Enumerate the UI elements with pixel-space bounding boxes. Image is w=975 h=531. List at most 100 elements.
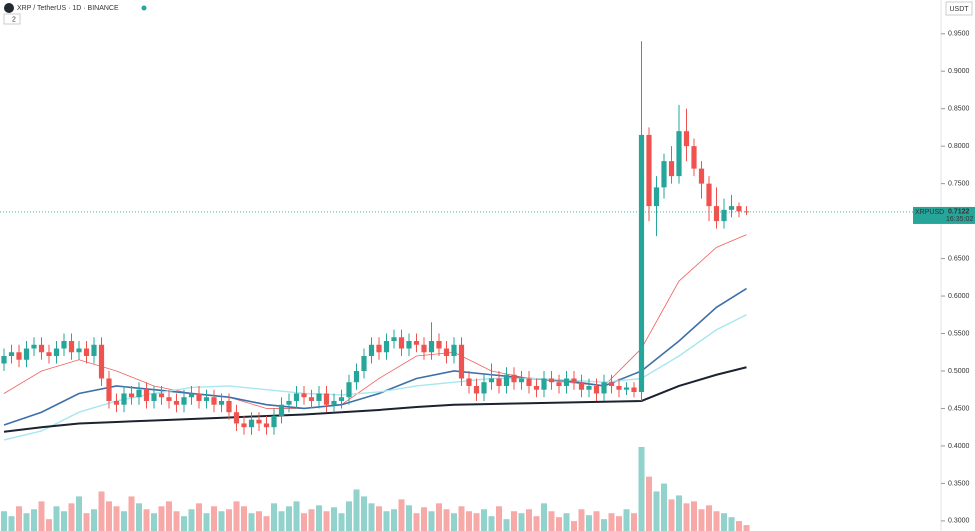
- volume-bar: [308, 509, 315, 531]
- volume-bar: [406, 505, 412, 531]
- volume-bar: [653, 491, 660, 531]
- candle-body: [98, 344, 105, 379]
- candle-body: [533, 385, 540, 390]
- candle-body: [308, 397, 315, 401]
- candle-body: [728, 206, 735, 210]
- candle-body: [158, 393, 165, 398]
- volume-bar: [158, 506, 165, 531]
- volume-bar: [728, 517, 735, 531]
- candle-body: [721, 209, 727, 222]
- candle-body: [631, 387, 637, 392]
- candle-body: [1, 355, 7, 364]
- candle-body: [706, 183, 712, 207]
- volume-bar: [361, 496, 367, 531]
- candle-body: [526, 378, 532, 386]
- volume-bar: [631, 513, 637, 531]
- candle-body: [586, 385, 592, 390]
- candle-body: [91, 344, 97, 356]
- volume-bar: [53, 506, 60, 531]
- y-tick-label: 0.4000: [948, 443, 970, 450]
- volume-bar: [451, 513, 457, 531]
- last-price: 0.7122: [948, 208, 970, 215]
- candle-body: [428, 341, 435, 353]
- candle-body: [466, 378, 472, 386]
- y-tick-label: 0.4500: [948, 405, 970, 412]
- volume-bar: [61, 511, 67, 531]
- candle-body: [698, 168, 705, 184]
- volume-bar: [46, 519, 52, 531]
- volume-bar: [38, 501, 45, 531]
- volume-bar: [398, 499, 405, 531]
- volume-bar: [196, 503, 202, 531]
- volume-bar: [76, 496, 82, 531]
- countdown: 16:35:02: [946, 216, 973, 223]
- candle-body: [691, 146, 697, 169]
- volume-bar: [166, 501, 172, 531]
- volume-bar: [323, 511, 330, 531]
- candle-body: [278, 404, 285, 416]
- candle-body: [653, 187, 660, 207]
- volume-bar: [706, 505, 712, 531]
- volume-bar: [331, 507, 337, 531]
- volume-bar: [593, 511, 600, 531]
- volume-bar: [503, 519, 510, 531]
- candle-body: [166, 397, 172, 401]
- candle-body: [233, 412, 240, 424]
- status-dot: [141, 5, 147, 11]
- candle-body: [383, 341, 390, 353]
- volume-bar: [623, 509, 630, 531]
- currency-button[interactable]: [945, 1, 973, 16]
- volume-bar: [391, 509, 397, 531]
- candle-body: [736, 206, 742, 212]
- candle-body: [128, 393, 135, 398]
- y-tick-label: 0.5500: [948, 330, 970, 337]
- candle-body: [38, 344, 45, 353]
- candle-body: [293, 393, 300, 401]
- volume-bar: [533, 516, 540, 531]
- candle-body: [256, 419, 262, 424]
- volume-bar: [698, 509, 705, 531]
- volume-bar: [721, 513, 727, 531]
- candle-body: [106, 378, 112, 401]
- candle-body: [511, 374, 517, 383]
- volume-bar: [413, 513, 420, 531]
- volume-bar: [683, 503, 690, 531]
- volume-bar: [241, 506, 247, 531]
- volume-bar: [691, 501, 697, 531]
- moving-average: [3, 314, 747, 441]
- candle-body: [143, 389, 150, 401]
- candle-body: [113, 400, 120, 405]
- candle-body: [53, 348, 60, 356]
- candle-body: [601, 382, 607, 394]
- volume-bar: [466, 511, 472, 531]
- candle-body: [556, 382, 562, 386]
- volume-bar: [128, 496, 135, 531]
- volume-bar: [68, 503, 75, 531]
- last-price-box: [913, 206, 944, 224]
- volume-bar: [8, 516, 15, 531]
- volume-bar: [578, 509, 585, 531]
- candle-body: [316, 393, 322, 401]
- indicator-toggle[interactable]: [3, 13, 21, 25]
- candle-body: [571, 378, 577, 383]
- volume-bar: [203, 513, 210, 531]
- volume-bar: [98, 491, 105, 531]
- y-tick-label: 0.3500: [948, 480, 970, 487]
- candle-body: [391, 337, 397, 342]
- candle-body: [668, 161, 675, 177]
- candle-body: [743, 211, 750, 213]
- candle-body: [263, 423, 270, 428]
- y-tick-label: 0.6500: [948, 255, 970, 262]
- candle-body: [518, 378, 525, 383]
- volume-bar: [301, 513, 307, 531]
- volume-bar: [293, 501, 300, 531]
- candle-body: [23, 348, 30, 360]
- candle-body: [398, 337, 405, 349]
- candle-body: [346, 382, 352, 398]
- volume-bar: [256, 511, 262, 531]
- volume-bar: [181, 516, 187, 531]
- logo: [4, 3, 14, 13]
- y-tick-label: 0.9000: [948, 68, 970, 75]
- candle-body: [353, 370, 360, 383]
- candle-body: [451, 344, 457, 356]
